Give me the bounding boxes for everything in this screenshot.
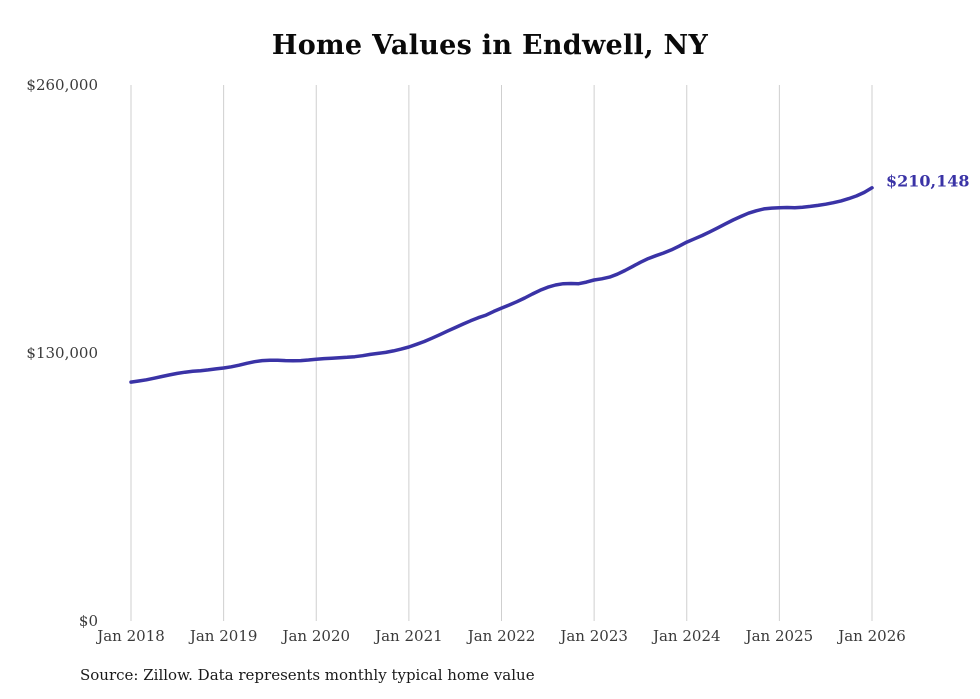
x-axis-tick-label: Jan 2026 xyxy=(838,627,906,645)
x-axis-tick-label: Jan 2025 xyxy=(745,627,814,645)
x-axis-tick-label: Jan 2022 xyxy=(467,627,536,645)
y-axis-tick-label: $0 xyxy=(78,612,98,630)
x-axis-tick-label: Jan 2019 xyxy=(189,627,258,645)
latest-value-label: $210,148 xyxy=(886,171,970,191)
source-note: Source: Zillow. Data represents monthly … xyxy=(80,666,535,684)
gridlines xyxy=(130,85,873,621)
x-axis-tick-label: Jan 2021 xyxy=(375,627,443,645)
x-axis-tick-label: Jan 2020 xyxy=(282,627,351,645)
y-axis-tick-label: $130,000 xyxy=(26,344,98,362)
home-value-line xyxy=(129,186,874,384)
y-axis-tick-label: $260,000 xyxy=(26,76,98,94)
x-axis-tick-label: Jan 2018 xyxy=(97,627,165,645)
x-axis-tick-label: Jan 2024 xyxy=(652,627,721,645)
x-axis-tick-label: Jan 2023 xyxy=(560,627,628,645)
chart-title: Home Values in Endwell, NY xyxy=(271,30,709,61)
